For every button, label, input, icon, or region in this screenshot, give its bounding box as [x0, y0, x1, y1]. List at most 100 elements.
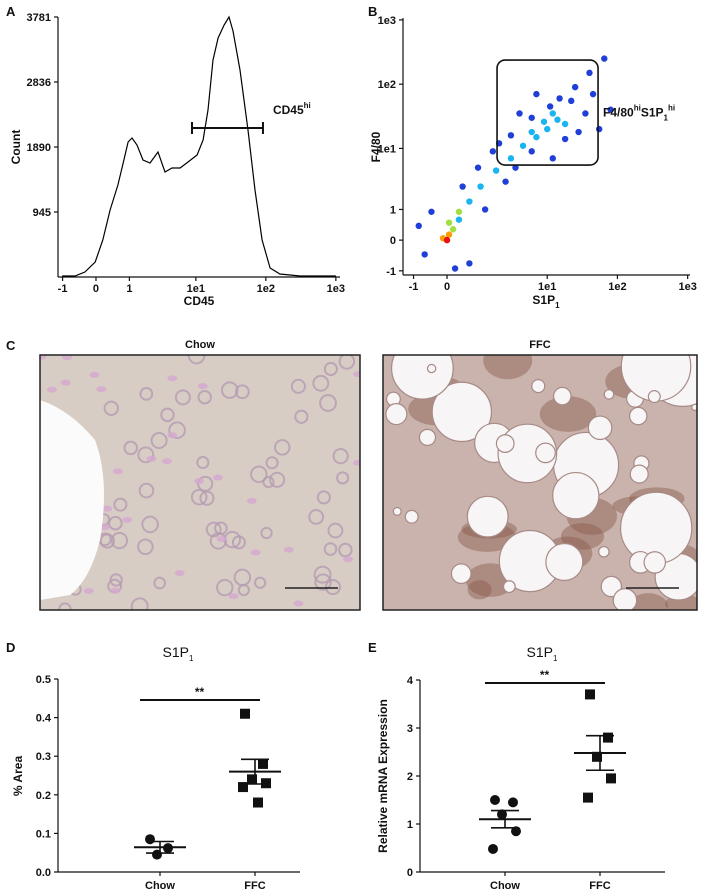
- event-point: [455, 208, 463, 215]
- data-point: [585, 689, 595, 700]
- y-tick-label: 0: [390, 235, 396, 247]
- nucleus: [262, 475, 275, 489]
- kupffer-cell: [162, 458, 173, 465]
- event-point: [601, 55, 608, 62]
- stain-patch: [539, 396, 597, 432]
- nucleus: [312, 374, 330, 392]
- event-point: [575, 128, 582, 136]
- y-axis-label: F4/80: [369, 131, 383, 162]
- event-point: [477, 183, 484, 190]
- nucleus: [216, 578, 234, 597]
- kupffer-cell: [228, 593, 239, 600]
- event-point: [546, 103, 554, 110]
- gate-label-part: 1: [664, 114, 669, 123]
- event-point: [466, 198, 473, 205]
- image-frame: [382, 354, 698, 611]
- y-tick-label: 3: [407, 723, 413, 735]
- x-axis-label-part: 1: [555, 301, 560, 310]
- lipid-droplet: [612, 588, 638, 610]
- image-title: FFC: [529, 339, 550, 351]
- chart-title-part: 1: [553, 654, 558, 663]
- nucleus: [196, 455, 210, 470]
- event-point: [528, 148, 535, 155]
- x-tick-label: -1: [58, 283, 68, 295]
- y-tick-label: 0.5: [36, 674, 51, 686]
- lipid-droplet: [603, 389, 615, 400]
- kupffer-cell: [89, 371, 100, 378]
- event-point: [459, 183, 466, 190]
- panel-letter: B: [368, 4, 377, 19]
- y-tick-label: 0.2: [36, 790, 51, 802]
- nucleus: [269, 471, 286, 488]
- data-point: [258, 758, 268, 769]
- lipid-droplet: [431, 381, 493, 443]
- event-point: [489, 148, 497, 155]
- kupffer-cell: [174, 570, 185, 577]
- lipid-droplet: [587, 415, 613, 441]
- nucleus: [108, 515, 123, 531]
- event-point: [449, 226, 457, 233]
- kupffer-cell: [102, 505, 113, 512]
- gate: [190, 122, 264, 135]
- kupffer-cell: [99, 524, 110, 531]
- nucleus: [327, 522, 344, 539]
- nucleus: [308, 509, 325, 525]
- nucleus: [187, 355, 206, 365]
- event-point: [445, 219, 453, 226]
- data-point: [508, 797, 518, 808]
- panel-letter: D: [6, 640, 15, 655]
- nucleus: [110, 531, 129, 550]
- nucleus: [113, 497, 128, 512]
- chart-title-part: S1P: [163, 644, 189, 660]
- data-point: [253, 797, 263, 808]
- x-tick-label: 1e1: [538, 281, 556, 293]
- nucleus: [338, 542, 353, 558]
- y-tick-label: 1e2: [378, 79, 396, 91]
- nucleus: [214, 521, 228, 536]
- nucleus: [323, 361, 338, 377]
- nucleus: [314, 573, 332, 591]
- nucleus: [168, 421, 186, 440]
- y-tick-label: 1890: [27, 142, 51, 154]
- nucleus: [197, 389, 212, 405]
- lipid-droplet: [691, 403, 697, 412]
- lipid-droplet: [531, 379, 546, 394]
- y-tick-label: 0.3: [36, 751, 51, 763]
- event-point: [561, 120, 569, 128]
- lipid-droplet: [552, 471, 600, 520]
- chart-title-part: S1P: [527, 644, 553, 660]
- nucleus: [109, 573, 123, 587]
- gate: [496, 59, 599, 166]
- data-point: [603, 732, 613, 743]
- vessel: [40, 400, 104, 600]
- event-point: [554, 116, 561, 123]
- kupffer-cell: [122, 516, 133, 523]
- x-axis-label-part: S1P: [532, 293, 555, 307]
- kupffer-cell: [250, 549, 261, 556]
- nucleus: [250, 465, 268, 484]
- nucleus: [58, 602, 72, 610]
- nucleus: [233, 568, 252, 587]
- significance-label: **: [540, 668, 550, 682]
- data-point: [592, 751, 602, 762]
- kupffer-cell: [293, 600, 304, 607]
- chart-title-part: 1: [189, 654, 194, 663]
- data-point: [606, 773, 616, 784]
- kupffer-cell: [283, 546, 294, 553]
- x-tick-label: -1: [409, 281, 419, 293]
- event-point: [528, 128, 535, 136]
- event-point: [421, 251, 428, 258]
- event-point: [445, 231, 453, 238]
- nucleus: [139, 387, 154, 401]
- x-tick-label: 0: [93, 283, 99, 295]
- nucleus: [234, 384, 250, 400]
- nucleus: [316, 490, 331, 505]
- lipid-droplet: [598, 545, 610, 558]
- x-axis-label: S1P1: [532, 293, 560, 310]
- event-point: [586, 69, 593, 77]
- kupffer-cell: [83, 588, 94, 595]
- lipid-droplet: [495, 434, 515, 453]
- gate-label: CD45hi: [273, 101, 311, 117]
- panel-letter: C: [6, 338, 16, 353]
- y-tick-label: 1: [390, 204, 396, 216]
